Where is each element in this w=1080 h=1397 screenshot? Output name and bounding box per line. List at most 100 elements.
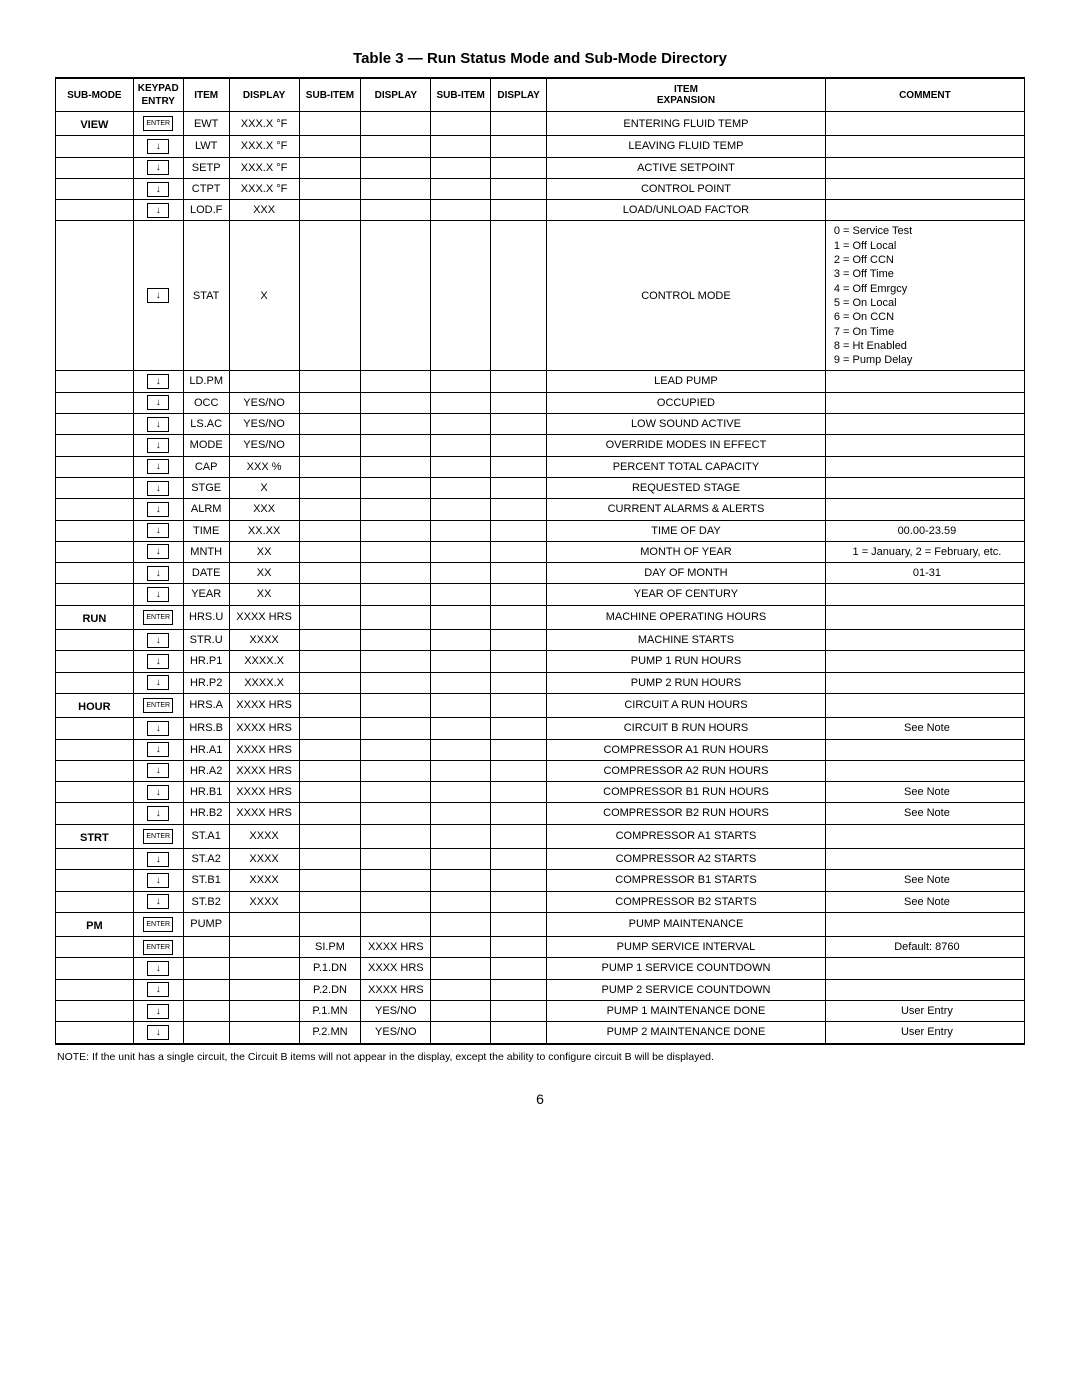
cell-submode <box>56 1001 134 1022</box>
cell-subitem2 <box>431 221 491 371</box>
cell-keypad: ↓ <box>133 958 183 979</box>
cell-display1: XXX.X °F <box>229 178 299 199</box>
cell-display1: XXXX HRS <box>229 803 299 824</box>
enter-key-icon: ENTER <box>143 116 173 131</box>
cell-item: STR.U <box>183 630 229 651</box>
cell-display2 <box>361 891 431 912</box>
cell-submode <box>56 630 134 651</box>
cell-subitem1 <box>299 630 361 651</box>
cell-subitem1 <box>299 157 361 178</box>
cell-display3 <box>491 520 547 541</box>
cell-display1: XX <box>229 541 299 562</box>
cell-comment: User Entry <box>825 1001 1024 1022</box>
cell-expansion: CIRCUIT A RUN HOURS <box>547 693 826 717</box>
cell-subitem2 <box>431 718 491 739</box>
cell-expansion: MACHINE OPERATING HOURS <box>547 605 826 629</box>
down-arrow-key-icon: ↓ <box>147 587 169 602</box>
cell-subitem1 <box>299 605 361 629</box>
cell-keypad: ↓ <box>133 136 183 157</box>
cell-subitem2 <box>431 563 491 584</box>
cell-subitem2 <box>431 870 491 891</box>
cell-display1: X <box>229 477 299 498</box>
cell-display2 <box>361 112 431 136</box>
cell-item: YEAR <box>183 584 229 605</box>
cell-expansion: COMPRESSOR A1 STARTS <box>547 824 826 848</box>
cell-subitem2 <box>431 979 491 1000</box>
footnote: NOTE: If the unit has a single circuit, … <box>55 1051 1025 1063</box>
cell-subitem2 <box>431 477 491 498</box>
cell-display2 <box>361 630 431 651</box>
cell-display3 <box>491 456 547 477</box>
cell-expansion: PUMP 2 RUN HOURS <box>547 672 826 693</box>
cell-display1: XXX % <box>229 456 299 477</box>
cell-item: MODE <box>183 435 229 456</box>
cell-comment: See Note <box>825 870 1024 891</box>
table-row: ↓DATEXXDAY OF MONTH01-31 <box>56 563 1025 584</box>
cell-submode <box>56 782 134 803</box>
cell-subitem2 <box>431 760 491 781</box>
cell-display2 <box>361 782 431 803</box>
cell-submode <box>56 979 134 1000</box>
cell-item: OCC <box>183 392 229 413</box>
table-row: ↓HR.B2XXXX HRSCOMPRESSOR B2 RUN HOURSSee… <box>56 803 1025 824</box>
cell-display3 <box>491 371 547 392</box>
down-arrow-key-icon: ↓ <box>147 675 169 690</box>
cell-display2: YES/NO <box>361 1001 431 1022</box>
cell-keypad: ↓ <box>133 456 183 477</box>
table-row: RUNENTERHRS.UXXXX HRSMACHINE OPERATING H… <box>56 605 1025 629</box>
cell-subitem1 <box>299 520 361 541</box>
cell-display2 <box>361 520 431 541</box>
cell-display3 <box>491 221 547 371</box>
th-display2: DISPLAY <box>361 78 431 112</box>
cell-display3 <box>491 937 547 958</box>
table-row: ↓STGEXREQUESTED STAGE <box>56 477 1025 498</box>
cell-display3 <box>491 392 547 413</box>
table-row: ↓LD.PMLEAD PUMP <box>56 371 1025 392</box>
cell-display2 <box>361 136 431 157</box>
cell-keypad: ↓ <box>133 541 183 562</box>
cell-comment <box>825 435 1024 456</box>
cell-submode <box>56 157 134 178</box>
down-arrow-key-icon: ↓ <box>147 721 169 736</box>
cell-display1: XXX <box>229 499 299 520</box>
cell-display3 <box>491 200 547 221</box>
cell-subitem1 <box>299 891 361 912</box>
cell-comment <box>825 112 1024 136</box>
cell-display1: YES/NO <box>229 414 299 435</box>
cell-comment <box>825 499 1024 520</box>
cell-display2 <box>361 912 431 936</box>
th-expansion: ITEMEXPANSION <box>547 78 826 112</box>
cell-comment: See Note <box>825 891 1024 912</box>
cell-submode <box>56 136 134 157</box>
cell-subitem2 <box>431 456 491 477</box>
down-arrow-key-icon: ↓ <box>147 459 169 474</box>
cell-keypad: ENTER <box>133 912 183 936</box>
cell-display3 <box>491 979 547 1000</box>
cell-submode <box>56 672 134 693</box>
cell-display1: YES/NO <box>229 435 299 456</box>
cell-item: TIME <box>183 520 229 541</box>
cell-display3 <box>491 563 547 584</box>
cell-item: LOD.F <box>183 200 229 221</box>
cell-keypad: ↓ <box>133 651 183 672</box>
cell-display3 <box>491 912 547 936</box>
table-row: ↓STATXCONTROL MODE0 = Service Test1 = Of… <box>56 221 1025 371</box>
down-arrow-key-icon: ↓ <box>147 852 169 867</box>
cell-subitem2 <box>431 112 491 136</box>
cell-submode: VIEW <box>56 112 134 136</box>
cell-display1 <box>229 371 299 392</box>
cell-subitem2 <box>431 782 491 803</box>
cell-subitem1 <box>299 782 361 803</box>
cell-display3 <box>491 870 547 891</box>
cell-expansion: LEAD PUMP <box>547 371 826 392</box>
cell-subitem2 <box>431 912 491 936</box>
cell-subitem2 <box>431 1022 491 1044</box>
cell-item: ST.B2 <box>183 891 229 912</box>
enter-key-icon: ENTER <box>143 917 173 932</box>
cell-subitem2 <box>431 520 491 541</box>
cell-subitem1 <box>299 584 361 605</box>
cell-expansion: PUMP 1 RUN HOURS <box>547 651 826 672</box>
cell-keypad: ↓ <box>133 221 183 371</box>
cell-item <box>183 937 229 958</box>
cell-display2 <box>361 651 431 672</box>
